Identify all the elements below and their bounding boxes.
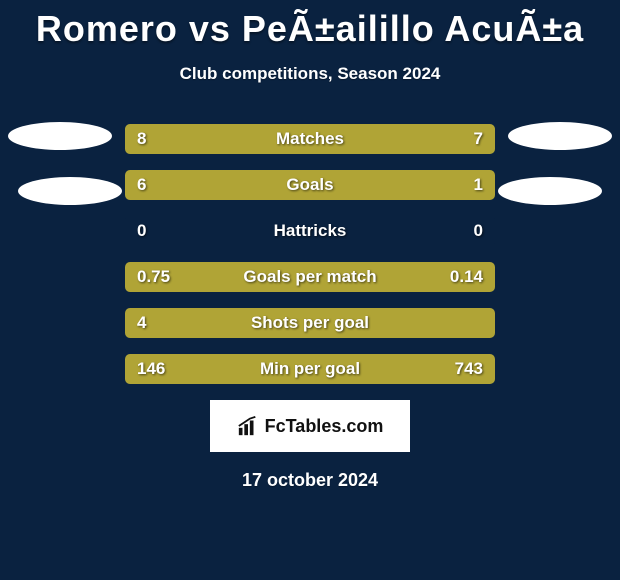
flag-placeholder-right-1 bbox=[508, 122, 612, 150]
page-title: Romero vs PeÃ±ailillo AcuÃ±a bbox=[0, 0, 620, 50]
stat-label: Min per goal bbox=[125, 354, 495, 384]
brand-badge: FcTables.com bbox=[210, 400, 410, 452]
stat-bar: 61Goals bbox=[125, 170, 495, 200]
brand-text: FcTables.com bbox=[265, 416, 384, 437]
stat-label: Hattricks bbox=[125, 216, 495, 246]
stat-label: Matches bbox=[125, 124, 495, 154]
stat-bar: 00Hattricks bbox=[125, 216, 495, 246]
stat-bar: 87Matches bbox=[125, 124, 495, 154]
stat-label: Shots per goal bbox=[125, 308, 495, 338]
stat-bar: 146743Min per goal bbox=[125, 354, 495, 384]
flag-placeholder-left-2 bbox=[18, 177, 122, 205]
stats-bars: 87Matches 61Goals 00Hattricks 0.750.14Goals… bbox=[125, 124, 495, 384]
stat-label: Goals bbox=[125, 170, 495, 200]
subtitle: Club competitions, Season 2024 bbox=[0, 64, 620, 84]
stat-bar: 4Shots per goal bbox=[125, 308, 495, 338]
chart-icon bbox=[237, 415, 259, 437]
stat-label: Goals per match bbox=[125, 262, 495, 292]
date-text: 17 october 2024 bbox=[0, 470, 620, 491]
stat-bar: 0.750.14Goals per match bbox=[125, 262, 495, 292]
flag-placeholder-right-2 bbox=[498, 177, 602, 205]
flag-placeholder-left-1 bbox=[8, 122, 112, 150]
